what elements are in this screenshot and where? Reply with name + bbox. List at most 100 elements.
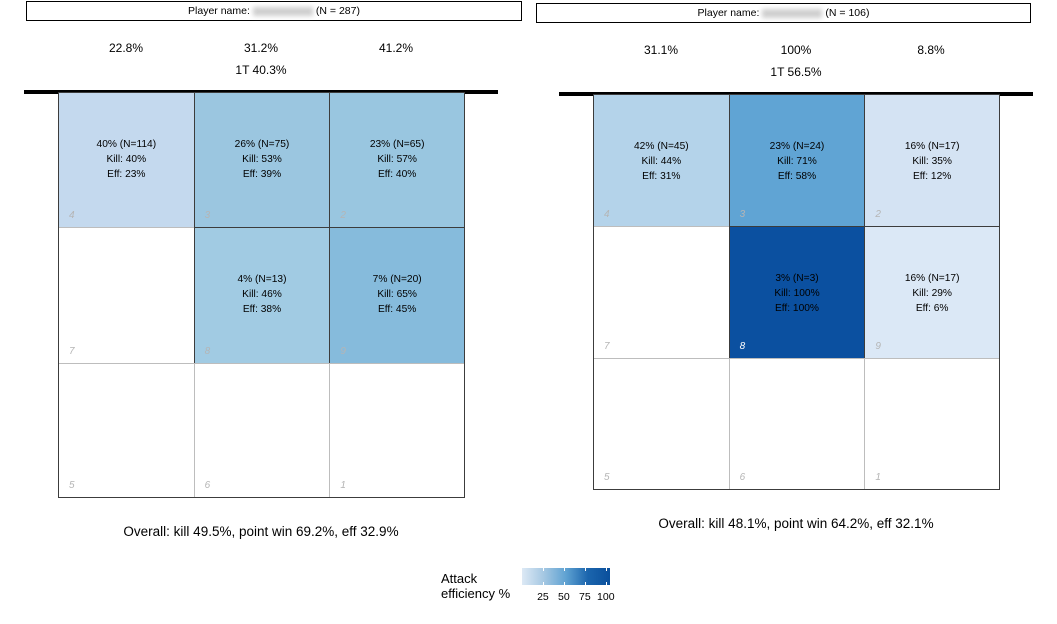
player-count: (N = 287) [315,5,360,17]
zone-number: 3 [204,210,211,222]
player-count: (N = 106) [825,7,870,19]
overall-summary-1: Overall: kill 49.5%, point win 69.2%, ef… [123,524,399,539]
zone-stats: 3% (N=3) Kill: 100% Eff: 100% [730,271,865,316]
legend-color-bar [522,568,610,585]
zone-cell-2: 23% (N=65) Kill: 57% Eff: 40% 2 [329,92,465,229]
player-label: Player name: [697,7,760,19]
redacted-player-name [252,6,313,16]
legend-tick-label: 50 [558,591,570,603]
zone-stats: 7% (N=20) Kill: 65% Eff: 45% [330,272,464,317]
zone-number: 6 [739,472,746,483]
zone-stats: 26% (N=75) Kill: 53% Eff: 39% [195,137,330,182]
col-pct-right: 41.2% [378,41,414,55]
zone-stat-line2: Kill: 53% [242,154,282,165]
zone-number: 2 [340,210,346,222]
zone-stat-line3: Eff: 45% [377,304,417,316]
zone-cell-4: 40% (N=114) Kill: 40% Eff: 23% 4 [58,92,195,229]
zone-number: 1 [875,472,881,483]
zone-stat-line2: Kill: 35% [912,156,952,167]
zone-number: 4 [69,210,75,222]
zone-cell-8: 3% (N=3) Kill: 100% Eff: 100% 8 [728,226,866,359]
zone-stats: 23% (N=65) Kill: 57% Eff: 40% [330,137,464,182]
zone-stat-line2: Kill: 71% [777,156,817,167]
zone-number: 7 [604,341,610,352]
zone-stat-line3: Eff: 38% [242,304,282,316]
legend-title-line1: Attack [441,571,478,586]
zone-stats: 42% (N=45) Kill: 44% Eff: 31% [594,139,729,184]
zone-stats: 16% (N=17) Kill: 29% Eff: 6% [865,271,999,316]
legend-tick [563,582,565,585]
zone-number: 3 [739,209,746,220]
col-pct-mid: 31.2% [243,41,279,55]
zone-stat-line1: 4% (N=13) [237,274,287,286]
zone-number: 9 [875,341,881,352]
zone-stats: 23% (N=24) Kill: 71% Eff: 58% [730,139,865,184]
zone-stat-line1: 23% (N=65) [369,139,425,150]
zone-stat-line2: Kill: 46% [242,289,282,301]
court-grid-1: 40% (N=114) Kill: 40% Eff: 23% 4 26% (N=75) K… [58,92,465,498]
zone-stat-line1: 26% (N=75) [234,139,290,150]
zone-stat-line2: Kill: 40% [106,154,147,165]
zone-stat-line3: Eff: 39% [242,169,282,180]
zone-stat-line3: Eff: 12% [912,171,952,182]
legend-tick [542,582,544,585]
zone-stats: 4% (N=13) Kill: 46% Eff: 38% [195,272,330,317]
zone-stat-line3: Eff: 100% [774,303,819,314]
zone-stats: 16% (N=17) Kill: 35% Eff: 12% [865,139,999,184]
zone-number: 8 [204,345,211,357]
zone-stat-line2: Kill: 65% [377,289,417,301]
zone-number: 5 [69,479,75,491]
first-tempo-label: 1T 40.3% [235,63,287,77]
legend-tick-label: 25 [537,591,549,603]
legend-title-line2: efficiency % [441,586,511,601]
legend-tick-label: 75 [579,591,591,603]
redacted-player-name [762,8,823,18]
legend-tick [605,568,607,571]
zone-stat-line1: 42% (N=45) [634,141,689,152]
zone-stat-line2: Kill: 44% [641,156,682,167]
first-tempo-label: 1T 56.5% [770,65,822,79]
legend-tick [584,568,586,571]
zone-number: 2 [875,209,881,220]
zone-number: 1 [340,479,346,491]
zone-stat-line3: Eff: 23% [107,169,146,180]
zone-stat-line3: Eff: 6% [915,303,949,314]
col-pct-left: 31.1% [643,43,679,57]
col-pct-right: 8.8% [917,43,945,57]
zone-number: 8 [739,341,746,352]
zone-stat-line3: Eff: 40% [377,169,417,180]
zone-number: 9 [340,345,346,357]
zone-number: 5 [604,472,610,483]
zone-stat-line3: Eff: 58% [777,171,817,182]
player-header-1: Player name: (N = 287) [26,1,522,21]
court-frame [58,92,465,498]
zone-stat-line1: 3% (N=3) [775,273,819,284]
legend-tick-label: 100 [597,591,615,603]
zone-stat-line1: 7% (N=20) [372,274,422,286]
zone-stat-line2: Kill: 29% [912,288,952,299]
court-frame [593,94,1000,490]
zone-stat-line1: 16% (N=17) [904,273,960,284]
overall-summary-2: Overall: kill 48.1%, point win 64.2%, ef… [658,516,934,531]
zone-number: 7 [69,345,75,357]
player-header-2: Player name: (N = 106) [536,3,1031,23]
zone-stat-line2: Kill: 57% [377,154,417,165]
zone-stat-line3: Eff: 31% [642,171,681,182]
legend-tick [605,582,607,585]
zone-stats: 40% (N=114) Kill: 40% Eff: 23% [59,137,194,182]
court-grid-2: 42% (N=45) Kill: 44% Eff: 31% 4 23% (N=24) Ki… [593,94,1000,490]
col-pct-left: 22.8% [108,41,144,55]
legend-tick [542,568,544,571]
zone-number: 6 [204,479,211,491]
zone-cell-9: 16% (N=17) Kill: 29% Eff: 6% 9 [864,226,1000,359]
zone-stat-line1: 16% (N=17) [904,141,960,152]
zone-cell-9: 7% (N=20) Kill: 65% Eff: 45% 9 [329,227,465,364]
zone-stat-line2: Kill: 100% [774,288,820,299]
legend-tick [584,582,586,585]
legend-tick [563,568,565,571]
player-label: Player name: [188,5,250,17]
zone-stat-line1: 40% (N=114) [96,139,157,150]
legend-title: Attack efficiency % [441,571,510,601]
zone-stat-line1: 23% (N=24) [769,141,825,152]
col-pct-mid: 100% [780,43,812,57]
